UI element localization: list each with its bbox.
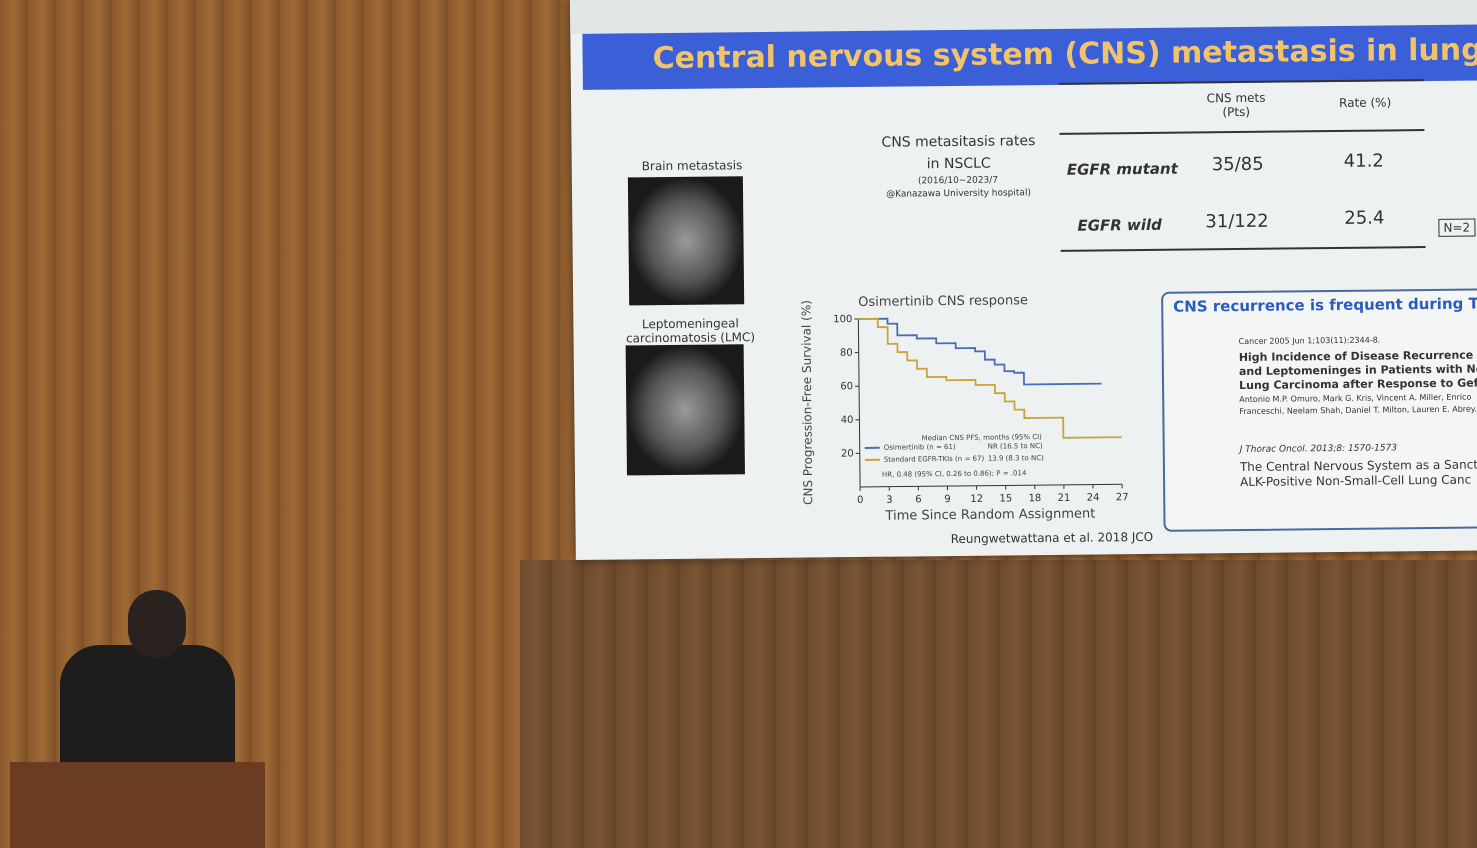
- legend-title: Median CNS PFS, months (95% CI): [922, 433, 1043, 442]
- km-chart: Osimertinib CNS response CNS Progression…: [799, 293, 1129, 524]
- table-cell: EGFR wild: [1077, 215, 1162, 235]
- image-caption: Leptomeningeal carcinomatosis (LMC): [625, 316, 756, 346]
- x-tick-label: 9: [944, 494, 950, 505]
- legend-median: 13.9 (8.3 to NC): [988, 454, 1044, 463]
- image-caption: Brain metastasis: [641, 158, 743, 174]
- table-cell: EGFR mutant: [1066, 159, 1178, 179]
- rates-label: in NSCLC: [926, 155, 991, 173]
- box-title: CNS recurrence is frequent during TKI th: [1173, 294, 1477, 316]
- y-tick-label: 100: [833, 314, 852, 325]
- x-tick-label: 27: [1116, 492, 1129, 503]
- survival-curve: [858, 317, 1122, 439]
- legend-label: Osimertinib (n = 61): [884, 443, 956, 452]
- x-tick-label: 21: [1058, 493, 1071, 504]
- references: Cancer 2005 Jun 1;103(11):2344-8. High In…: [1163, 290, 1477, 489]
- citation: Reungwetwattana et al. 2018 JCO: [950, 529, 1154, 547]
- brain-mri: [627, 176, 745, 306]
- x-tick-label: 12: [970, 494, 983, 505]
- x-tick-label: 24: [1087, 492, 1100, 503]
- x-tick-label: 18: [1028, 493, 1041, 504]
- rates-label: (2016/10~2023/7: [917, 175, 999, 187]
- reference-line: Cancer 2005 Jun 1;103(11):2344-8.: [1238, 335, 1381, 347]
- podium: [10, 762, 265, 848]
- table-cell: 25.4: [1344, 207, 1385, 229]
- y-axis: [857, 318, 861, 487]
- legend-median: NR (16.5 to NC): [988, 442, 1043, 451]
- reference-line: Franceschi, Neelam Shah, Daniel T. Milto…: [1239, 404, 1477, 417]
- reference-line: Antonio M.P. Omuro, Mark G. Kris, Vincen…: [1239, 392, 1472, 405]
- reference-line: The Central Nervous System as a Sanctuar…: [1239, 457, 1477, 475]
- lmc-mri: [625, 344, 745, 476]
- reference-line: Lung Carcinoma after Response to Gefitin…: [1239, 376, 1477, 393]
- y-axis-label: CNS Progression-Free Survival (%): [799, 300, 815, 505]
- legend-label: Standard EGFR-TKIs (n = 67): [884, 455, 985, 464]
- speaker-body: [60, 645, 235, 765]
- x-tick-label: 3: [886, 495, 892, 506]
- survival-curve: [858, 317, 1102, 386]
- rates-label: CNS metasitasis rates: [881, 133, 1036, 151]
- table-rule: [1060, 246, 1426, 252]
- reference-line: and Leptomeninges in Patients with Nonsm…: [1238, 362, 1477, 379]
- y-tick-label: 40: [841, 415, 854, 426]
- x-axis: [860, 483, 1123, 488]
- slide-title: Central nervous system (CNS) metastasis …: [652, 31, 1477, 77]
- x-tick-label: 6: [915, 494, 921, 505]
- table-cell: 31/122: [1205, 210, 1269, 233]
- x-axis-label: Time Since Random Assignment: [884, 507, 1095, 524]
- table-cell: 41.2: [1343, 150, 1384, 172]
- x-tick-label: 0: [857, 495, 863, 506]
- table-rule: [1059, 129, 1425, 135]
- reference-line: J Thorac Oncol. 2013;8: 1570-1573: [1239, 443, 1398, 456]
- y-tick-label: 60: [840, 381, 853, 392]
- x-tick-label: 15: [999, 493, 1012, 504]
- speaker-head: [128, 590, 186, 658]
- chart-title: Osimertinib CNS response: [858, 293, 1028, 310]
- table-note: N=2: [1438, 218, 1476, 237]
- annotation: HR, 0.48 (95% CI, 0.26 to 0.86); P = .01…: [882, 469, 1027, 479]
- reference-line: High Incidence of Disease Recurrence in …: [1238, 348, 1477, 365]
- table-header: CNS mets (Pts): [1206, 90, 1266, 120]
- lower-wall: [520, 560, 1477, 848]
- y-tick-label: 80: [840, 348, 853, 359]
- reference-box: CNS recurrence is frequent during TKI th…: [1161, 288, 1477, 532]
- rates-label: @Kanazawa University hospital): [886, 188, 1031, 200]
- table-header: Rate (%): [1339, 95, 1392, 110]
- y-tick-label: 20: [841, 448, 854, 459]
- slide: Central nervous system (CNS) metastasis …: [570, 0, 1477, 560]
- reference-line: ALK-Positive Non-Small-Cell Lung Canc: [1240, 472, 1472, 490]
- table-cell: 35/85: [1211, 153, 1264, 176]
